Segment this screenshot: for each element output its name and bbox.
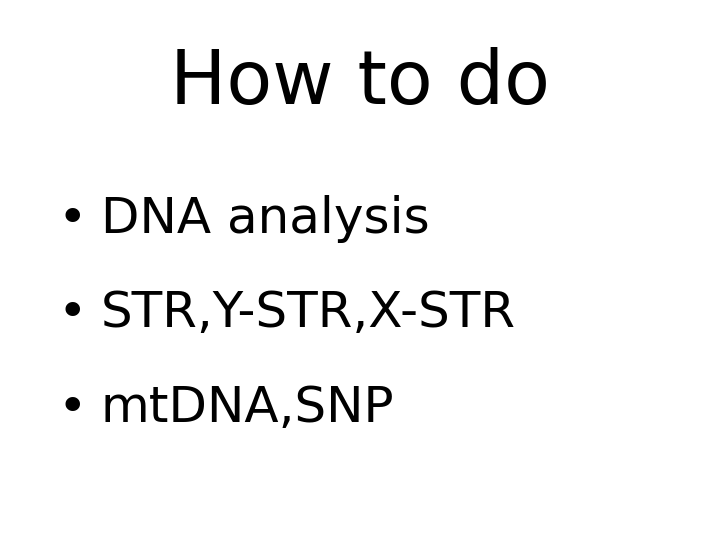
Text: •: • — [58, 289, 86, 337]
Text: mtDNA,SNP: mtDNA,SNP — [101, 384, 395, 431]
Text: How to do: How to do — [170, 47, 550, 120]
Text: •: • — [58, 195, 86, 242]
Text: DNA analysis: DNA analysis — [101, 195, 430, 242]
Text: •: • — [58, 384, 86, 431]
Text: STR,Y-STR,X-STR: STR,Y-STR,X-STR — [101, 289, 516, 337]
